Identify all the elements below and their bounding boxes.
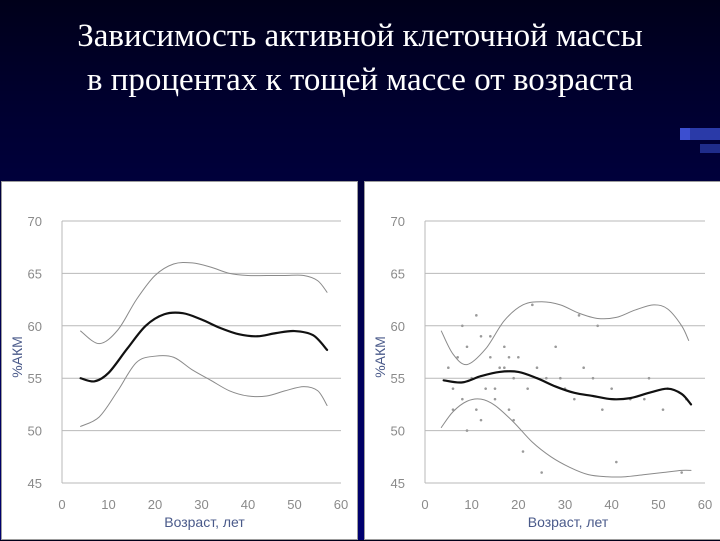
y-tick-label: 50 [28,424,42,439]
scatter-point [559,376,562,380]
chart-panel-right: 45 50 55 60 65 70 0 10 20 30 40 50 60 Возраст, лет %АК… [364,181,720,540]
scatter-point [451,387,455,390]
y-tick-label: 65 [28,266,42,281]
scatter-point [489,334,492,338]
scatter-point [615,460,618,464]
scatter-point [451,408,455,411]
series-line [442,370,693,406]
scatter-point [465,429,469,432]
y-tick-label: 55 [28,371,42,386]
scatter-point [493,397,497,401]
scatter-point [573,397,576,401]
y-tick-label: 45 [28,476,42,491]
scatter-point [521,450,525,453]
y-tick-label: 45 [391,476,405,491]
scatter-point [526,387,529,390]
chart-left: 45 50 55 60 65 70 0 10 20 30 40 50 60 Возраст, лет %АК… [9,214,348,530]
x-tick-label: 20 [148,497,162,512]
series-line [79,311,329,383]
decorative-bar [680,128,690,140]
y-tick-label: 50 [391,424,405,439]
x-axis-label: Возраст, лет [164,514,245,530]
scatter-point [601,408,604,411]
scatter-point [661,408,665,411]
scatter-point [647,376,651,380]
y-tick-label: 70 [28,214,42,229]
x-tick-label: 0 [421,497,428,512]
scatter-point [507,408,511,411]
scatter-point [461,397,464,401]
scatter-point [582,366,585,370]
scatter-point [512,418,515,422]
scatter-point [517,355,520,359]
y-tick-label: 70 [391,214,405,229]
x-tick-label: 40 [604,497,618,512]
scatter-points [447,303,688,474]
slide-title: Зависимость активной клеточной массы в п… [0,14,720,102]
scatter-point [540,471,543,474]
scatter-point [493,387,497,390]
scatter-point [498,366,501,370]
scatter-point [545,376,548,380]
x-tick-label: 50 [287,497,301,512]
scatter-point [475,314,478,317]
scatter-point [535,366,539,370]
scatter-point [512,376,515,380]
scatter-point [484,387,487,390]
y-axis-label: %АКМ [9,336,25,378]
scatter-point [475,408,478,411]
scatter-point [531,303,534,307]
decorative-bar [700,144,720,153]
x-tick-label: 20 [511,497,525,512]
scatter-point [577,314,581,317]
series-line [80,261,328,345]
series-line [440,398,692,478]
y-tick-label: 60 [28,319,42,334]
y-tick-label: 60 [391,319,405,334]
scatter-point [507,355,511,359]
scatter-point [503,345,506,349]
series-line [80,355,328,427]
y-tick-label: 55 [391,371,405,386]
x-axis-label: Возраст, лет [528,514,609,530]
x-tick-label: 0 [58,497,65,512]
chart-panel-left: 45 50 55 60 65 70 0 10 20 30 40 50 60 Возраст, лет %АК… [1,181,358,540]
y-gridlines [62,220,341,484]
scatter-point [489,355,492,359]
x-tick-label: 30 [194,497,208,512]
scatter-point [479,418,483,422]
y-gridlines [425,220,705,484]
y-tick-label: 65 [391,266,405,281]
series-line [440,301,690,366]
x-tick-label: 30 [558,497,572,512]
scatter-point [680,471,683,474]
x-tick-label: 10 [464,497,478,512]
chart-right: 45 50 55 60 65 70 0 10 20 30 40 50 60 Возраст, лет %АК… [372,214,712,530]
x-tick-label: 60 [698,497,712,512]
scatter-point [554,345,557,349]
x-tick-label: 10 [101,497,115,512]
scatter-point [447,366,450,370]
scatter-point [503,366,506,370]
y-axis-label: %АКМ [372,336,388,378]
scatter-point [610,387,613,390]
scatter-point [479,334,483,338]
scatter-point [461,324,464,328]
scatter-point [465,345,469,349]
slide-title-line-1: Зависимость активной клеточной массы [77,18,643,54]
scatter-point [456,355,459,359]
decorative-bar [690,128,720,140]
x-tick-label: 60 [334,497,348,512]
scatter-point [596,324,599,328]
x-tick-label: 40 [241,497,255,512]
x-tick-label: 50 [651,497,665,512]
scatter-point [643,397,646,401]
scatter-point [591,376,595,380]
slide-title-line-2: в процентах к тощей массе от возраста [86,62,634,98]
